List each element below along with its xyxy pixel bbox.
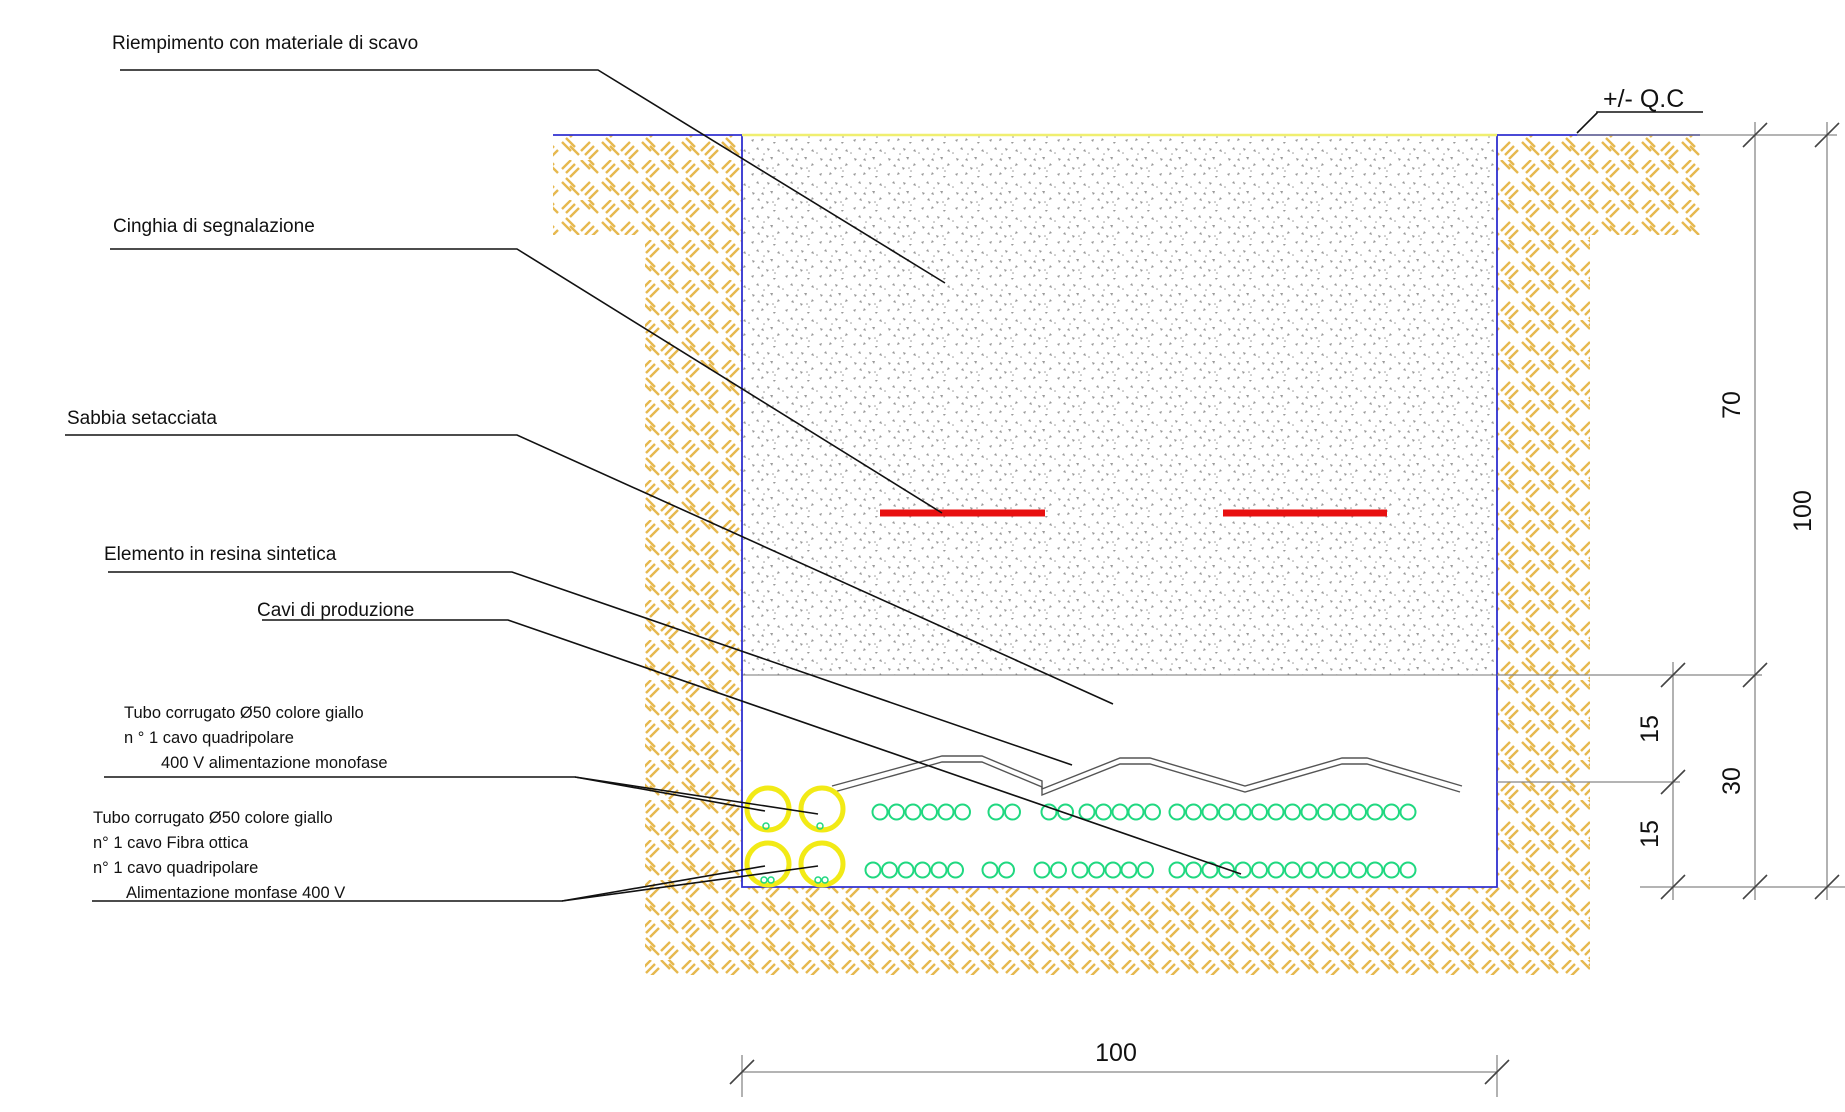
cable [1137, 861, 1154, 879]
soil-hatch [553, 135, 1700, 975]
dimension-vertical: 70 100 30 15 15 [1497, 122, 1845, 900]
backfill-area [742, 135, 1497, 675]
conduit-cables [760, 822, 829, 884]
leader-riempimento [120, 69, 946, 284]
cable [1078, 803, 1096, 821]
cable [1383, 803, 1400, 821]
cable [1366, 861, 1384, 879]
leader-cavi [262, 619, 1242, 875]
cable [881, 861, 898, 879]
cable [1366, 803, 1384, 821]
cable [1050, 861, 1067, 879]
dimension-width: 100 [729, 1039, 1510, 1097]
cable [1234, 861, 1252, 879]
cable [1218, 861, 1235, 879]
cable [1127, 803, 1145, 821]
cable [1201, 803, 1219, 821]
sand-layer [742, 675, 1497, 887]
cable [987, 803, 1005, 821]
cable [1399, 861, 1417, 879]
cable [888, 803, 905, 821]
cable [1251, 803, 1268, 821]
cable [947, 861, 964, 879]
cable [930, 861, 948, 879]
conduit-4 [798, 840, 846, 888]
cable [1120, 861, 1138, 879]
label-tubo2-line1: Tubo corrugato Ø50 colore giallo [93, 809, 333, 827]
cable [1088, 861, 1105, 879]
dimension-sand-lower-label: 15 [1636, 820, 1664, 848]
label-tubo1-line1: Tubo corrugato Ø50 colore giallo [124, 704, 364, 722]
dimension-total-label: 100 [1789, 490, 1817, 532]
cable [1185, 803, 1202, 821]
cable [981, 861, 999, 879]
cable [1267, 803, 1285, 821]
cable [1033, 861, 1051, 879]
label-tubo1-line3: 400 V alimentazione monofase [161, 754, 388, 772]
cable [1284, 803, 1301, 821]
leader-cinghia [110, 248, 943, 514]
label-cinghia: Cinghia di segnalazione [113, 216, 315, 237]
cable [864, 861, 882, 879]
production-cables-row-2 [864, 861, 1417, 879]
conduit-2 [798, 785, 846, 833]
dimension-width-label: 100 [1095, 1039, 1137, 1067]
cable [897, 861, 915, 879]
dimension-sand-upper-label: 15 [1636, 715, 1664, 743]
leader-lines [65, 69, 1242, 902]
dimension-sand-label: 30 [1718, 767, 1746, 795]
leader-elemento [108, 571, 1073, 766]
reference-level-label: +/- Q.C [1603, 85, 1684, 113]
dimension-backfill-label: 70 [1718, 391, 1746, 419]
cable [937, 803, 955, 821]
cable [1251, 861, 1268, 879]
cable [1333, 803, 1351, 821]
cable [1333, 861, 1351, 879]
resin-protection-element [831, 755, 1463, 797]
label-elemento: Elemento in resina sintetica [104, 544, 337, 565]
cable [1300, 803, 1318, 821]
label-riempimento: Riempimento con materiale di scavo [112, 33, 418, 54]
label-sabbia: Sabbia setacciata [67, 408, 217, 429]
cable [1234, 803, 1252, 821]
cable [1095, 803, 1112, 821]
cable [1267, 861, 1285, 879]
label-cavi: Cavi di produzione [257, 600, 414, 621]
cable [904, 803, 922, 821]
production-cables-row-1 [871, 803, 1417, 821]
cable [1350, 803, 1367, 821]
label-tubo2-line4: Alimentazione monfase 400 V [126, 884, 345, 902]
cable [1071, 861, 1089, 879]
cable [921, 803, 938, 821]
cable [1300, 861, 1318, 879]
cable [1383, 861, 1400, 879]
cable [871, 803, 889, 821]
label-tubo1-line2: n ° 1 cavo quadripolare [124, 729, 294, 747]
cable [1168, 861, 1186, 879]
cable [1040, 803, 1058, 821]
cable [1168, 803, 1186, 821]
label-tubo2-line3: n° 1 cavo quadripolare [93, 859, 258, 877]
cable [1185, 861, 1202, 879]
cable [1218, 803, 1235, 821]
cable [914, 861, 931, 879]
conduit-3 [744, 840, 792, 888]
cable [1399, 803, 1417, 821]
leader-sabbia [65, 434, 1114, 705]
cable [1317, 803, 1334, 821]
label-tubo2-line2: n° 1 cavo Fibra ottica [93, 834, 249, 852]
cable [1004, 803, 1021, 821]
cable [1284, 861, 1301, 879]
cable [1317, 861, 1334, 879]
cable [1350, 861, 1367, 879]
cable [998, 861, 1015, 879]
reference-level-marker: +/- Q.C [1576, 85, 1703, 134]
cable [954, 803, 971, 821]
cable [1057, 803, 1074, 821]
cable [1144, 803, 1161, 821]
trench-outline [553, 134, 1700, 888]
